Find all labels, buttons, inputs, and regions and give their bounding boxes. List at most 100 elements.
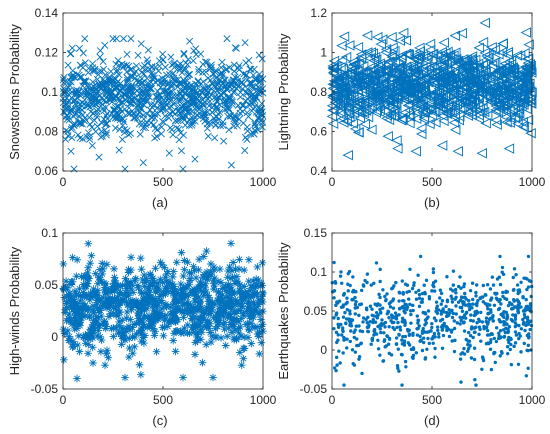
data-point — [180, 65, 188, 73]
data-point — [402, 49, 413, 61]
data-point — [462, 61, 474, 73]
data-point — [359, 288, 364, 293]
data-point — [373, 89, 384, 100]
data-point — [346, 282, 350, 286]
data-point — [434, 318, 438, 323]
data-point — [464, 310, 469, 315]
data-point — [526, 348, 530, 353]
data-point — [438, 288, 443, 292]
data-point — [502, 64, 513, 76]
data-point — [253, 303, 261, 311]
data-point — [473, 42, 485, 54]
data-point — [364, 317, 368, 322]
data-point — [522, 321, 526, 325]
data-point — [91, 269, 100, 278]
data-point — [493, 49, 504, 60]
data-point — [60, 74, 68, 82]
y-tick-label: 0 — [51, 330, 58, 344]
data-point — [341, 315, 346, 319]
data-point — [517, 66, 528, 78]
data-point — [409, 347, 414, 352]
data-point — [386, 52, 398, 63]
data-point — [522, 114, 534, 126]
data-point — [127, 285, 135, 293]
data-point — [385, 292, 389, 296]
data-point — [221, 341, 230, 350]
data-point — [134, 284, 143, 292]
data-point — [162, 71, 171, 79]
data-point — [430, 117, 441, 128]
data-point — [417, 296, 422, 300]
data-point — [170, 80, 178, 88]
data-point — [494, 326, 499, 330]
data-point — [202, 288, 211, 296]
data-point — [127, 35, 135, 43]
data-point — [139, 300, 147, 309]
data-point — [494, 103, 506, 115]
data-point — [353, 289, 357, 294]
data-point — [427, 48, 439, 60]
data-point — [105, 296, 114, 305]
data-point — [423, 291, 427, 296]
data-point — [353, 107, 365, 118]
data-point — [502, 309, 506, 314]
data-point — [206, 120, 214, 128]
data-point — [365, 307, 369, 312]
data-point — [491, 283, 496, 287]
data-point — [150, 121, 158, 129]
data-point — [86, 93, 94, 101]
data-point — [86, 326, 95, 335]
data-point — [434, 300, 439, 304]
data-point — [504, 74, 515, 86]
data-point — [117, 340, 126, 349]
data-point — [451, 311, 455, 316]
data-point — [91, 319, 100, 327]
data-point — [334, 330, 339, 335]
data-point — [235, 81, 243, 89]
data-point — [333, 281, 338, 285]
data-point — [196, 278, 205, 286]
y-tick-label: 0.14 — [35, 6, 59, 20]
data-point — [489, 332, 494, 336]
data-point — [177, 129, 185, 137]
data-point — [162, 287, 170, 296]
outlier-point — [342, 383, 346, 387]
data-point — [481, 358, 486, 363]
data-point — [421, 311, 426, 315]
data-point — [524, 94, 536, 106]
data-point — [382, 338, 387, 342]
data-point — [444, 310, 449, 315]
data-point — [71, 287, 79, 296]
data-point — [523, 39, 534, 50]
data-point — [481, 110, 493, 122]
data-point — [214, 316, 223, 325]
data-point — [354, 112, 365, 124]
data-point — [165, 149, 173, 157]
data-point — [97, 128, 105, 136]
data-point — [96, 47, 104, 55]
data-point — [349, 329, 353, 333]
y-tick-label: 0.12 — [35, 46, 59, 60]
data-point — [404, 302, 408, 307]
data-point — [474, 302, 478, 307]
data-point — [185, 280, 194, 289]
data-point — [105, 312, 113, 321]
data-point — [97, 312, 106, 320]
data-point — [236, 280, 244, 289]
data-point — [330, 78, 342, 90]
data-point — [415, 128, 427, 140]
data-point — [62, 135, 70, 143]
data-point — [189, 57, 197, 65]
data-point — [249, 298, 258, 307]
data-point — [334, 303, 338, 308]
data-point — [123, 308, 131, 316]
data-point — [188, 314, 197, 323]
data-point — [366, 75, 378, 86]
data-point — [359, 341, 363, 346]
data-point — [158, 278, 167, 287]
data-point — [168, 300, 177, 309]
data-point — [466, 346, 471, 351]
data-point — [190, 266, 199, 275]
data-point — [505, 59, 517, 70]
data-point — [370, 107, 382, 118]
